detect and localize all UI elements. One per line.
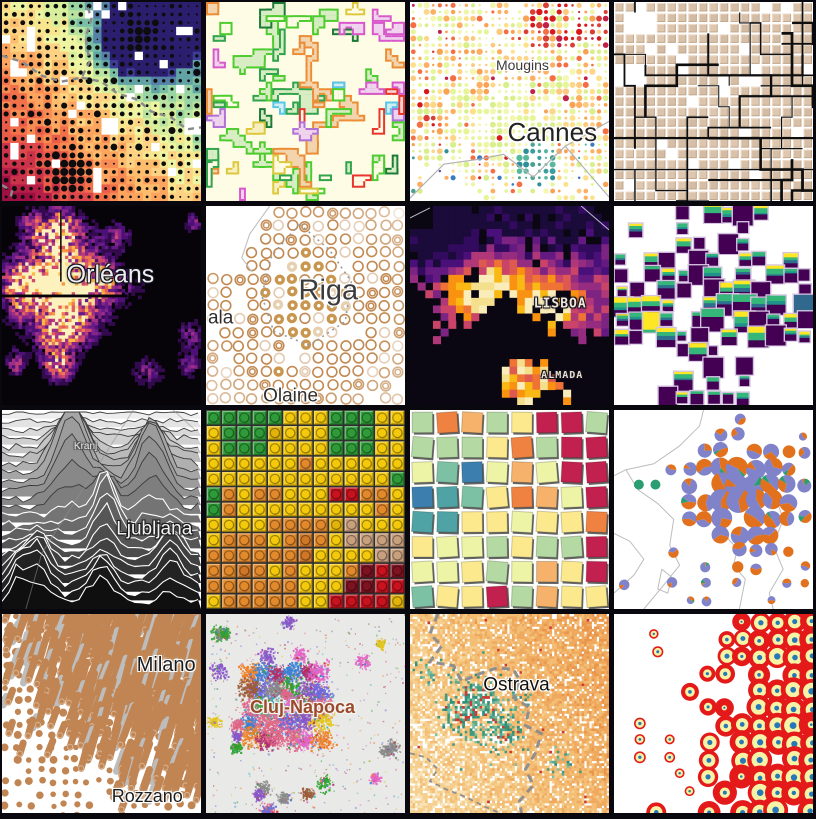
- tile-square-tile-roads[interactable]: [614, 2, 813, 201]
- pie-dots-canvas: [614, 410, 813, 609]
- tile-night-density-orleans[interactable]: Orléans: [2, 206, 201, 405]
- viridis-stacks-canvas: [614, 206, 813, 405]
- tile-viridis-stacks[interactable]: [614, 206, 813, 405]
- tile-dot-heatmap[interactable]: [2, 2, 201, 201]
- pointillism-ostrava-canvas: [410, 614, 609, 813]
- tile-pointillism-ostrava[interactable]: Ostrava: [410, 614, 609, 813]
- dot-heatmap-canvas: [2, 2, 201, 201]
- tile-pie-dots[interactable]: [614, 410, 813, 609]
- tile-pixel-lisboa[interactable]: LISBOA ALMADA: [410, 206, 609, 405]
- pixel-lisboa-canvas: [410, 206, 609, 405]
- night-density-orleans-canvas: [2, 206, 201, 405]
- tile-mosaic-tiles[interactable]: [410, 410, 609, 609]
- tile-splatter-cluj[interactable]: Cluj-Napoca: [206, 614, 405, 813]
- tile-dot-grid-cannes[interactable]: Mougins Cannes: [410, 2, 609, 201]
- tile-target-rings[interactable]: [614, 614, 813, 813]
- tile-matchsticks-milano[interactable]: Milano Rozzano: [2, 614, 201, 813]
- contour-blocks-canvas: [206, 2, 405, 201]
- tile-lego-bricks[interactable]: [206, 410, 405, 609]
- lego-bricks-canvas: [206, 410, 405, 609]
- target-rings-canvas: [614, 614, 813, 813]
- tile-ridgeline-ljubljana[interactable]: Kranj Ljubljana: [2, 410, 201, 609]
- tile-ring-dots-riga[interactable]: Riga ala Olaine: [206, 206, 405, 405]
- splatter-cluj-canvas: [206, 614, 405, 813]
- matchsticks-milano-canvas: [2, 614, 201, 813]
- ridgeline-ljubljana-canvas: [2, 410, 201, 609]
- dot-grid-cannes-canvas: [410, 2, 609, 201]
- ring-dots-riga-canvas: [206, 206, 405, 405]
- mosaic-tiles-canvas: [410, 410, 609, 609]
- tile-contour-blocks[interactable]: [206, 2, 405, 201]
- square-tile-roads-canvas: [614, 2, 813, 201]
